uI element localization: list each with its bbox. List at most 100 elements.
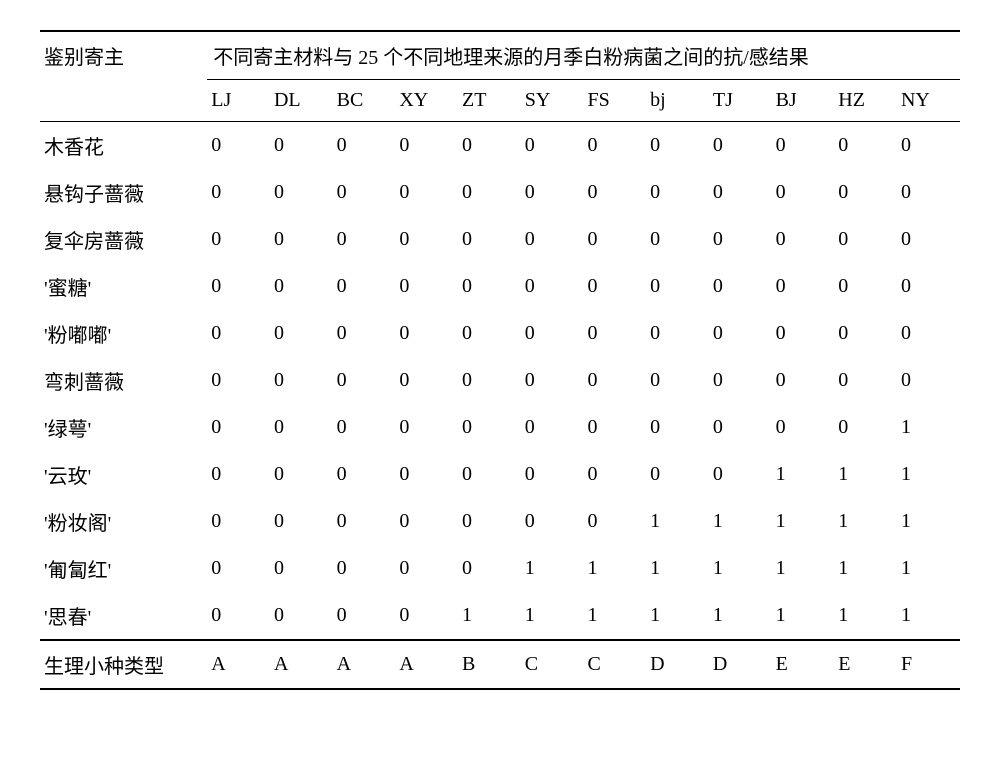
data-cell: 0 [395, 592, 458, 640]
race-cell: C [583, 640, 646, 689]
col-header: LJ [207, 80, 270, 122]
data-cell: 0 [395, 263, 458, 310]
race-cell: D [646, 640, 709, 689]
table-row: '思春'000011111111 [40, 592, 960, 640]
data-cell: 0 [772, 122, 835, 170]
data-cell: 0 [458, 169, 521, 216]
data-cell: 0 [834, 263, 897, 310]
data-cell: 1 [834, 498, 897, 545]
row-label: '绿萼' [40, 404, 207, 451]
data-cell: 0 [646, 451, 709, 498]
col-header: bj [646, 80, 709, 122]
data-cell: 1 [772, 592, 835, 640]
data-cell: 1 [834, 592, 897, 640]
col-header: NY [897, 80, 960, 122]
data-cell: 0 [583, 357, 646, 404]
results-table: 鉴别寄主 不同寄主材料与 25 个不同地理来源的月季白粉病菌之间的抗/感结果 L… [40, 30, 960, 690]
data-cell: 0 [521, 451, 584, 498]
data-cell: 0 [207, 592, 270, 640]
data-cell: 0 [772, 169, 835, 216]
col-header: TJ [709, 80, 772, 122]
data-cell: 0 [270, 122, 333, 170]
data-cell: 0 [772, 216, 835, 263]
table-row: 弯刺蔷薇000000000000 [40, 357, 960, 404]
corner-header: 鉴别寄主 [40, 31, 207, 122]
data-cell: 0 [207, 310, 270, 357]
row-label: 弯刺蔷薇 [40, 357, 207, 404]
data-cell: 0 [458, 404, 521, 451]
data-cell: 0 [709, 357, 772, 404]
data-cell: 1 [834, 451, 897, 498]
data-cell: 0 [772, 263, 835, 310]
data-cell: 0 [270, 545, 333, 592]
data-cell: 1 [772, 545, 835, 592]
data-cell: 0 [458, 122, 521, 170]
data-cell: 1 [709, 592, 772, 640]
data-cell: 0 [333, 310, 396, 357]
data-cell: 0 [333, 592, 396, 640]
data-cell: 1 [458, 592, 521, 640]
row-label: '云玫' [40, 451, 207, 498]
data-cell: 0 [207, 545, 270, 592]
data-cell: 0 [646, 310, 709, 357]
race-cell: E [772, 640, 835, 689]
data-cell: 0 [207, 357, 270, 404]
table-body: 木香花000000000000悬钩子蔷薇000000000000复伞房蔷薇000… [40, 122, 960, 641]
table-row: 木香花000000000000 [40, 122, 960, 170]
data-cell: 0 [521, 498, 584, 545]
data-cell: 0 [897, 310, 960, 357]
data-cell: 0 [834, 310, 897, 357]
race-cell: B [458, 640, 521, 689]
data-cell: 0 [207, 169, 270, 216]
data-cell: 0 [897, 357, 960, 404]
table-row: '蜜糖'000000000000 [40, 263, 960, 310]
data-cell: 1 [834, 545, 897, 592]
data-cell: 0 [395, 357, 458, 404]
data-cell: 1 [646, 592, 709, 640]
data-cell: 1 [772, 498, 835, 545]
race-cell: A [333, 640, 396, 689]
data-cell: 0 [333, 357, 396, 404]
data-cell: 1 [583, 545, 646, 592]
data-cell: 0 [458, 451, 521, 498]
data-cell: 0 [521, 122, 584, 170]
data-cell: 1 [521, 545, 584, 592]
data-cell: 0 [395, 310, 458, 357]
data-cell: 0 [395, 122, 458, 170]
row-label: '蜜糖' [40, 263, 207, 310]
data-cell: 0 [646, 263, 709, 310]
data-cell: 0 [395, 216, 458, 263]
data-cell: 0 [709, 216, 772, 263]
data-cell: 0 [646, 216, 709, 263]
data-cell: 0 [395, 404, 458, 451]
data-cell: 0 [709, 122, 772, 170]
data-cell: 0 [333, 404, 396, 451]
race-cell: A [270, 640, 333, 689]
data-cell: 0 [834, 216, 897, 263]
table-row: 复伞房蔷薇000000000000 [40, 216, 960, 263]
row-label: 悬钩子蔷薇 [40, 169, 207, 216]
race-cell: A [207, 640, 270, 689]
row-label: '粉嘟嘟' [40, 310, 207, 357]
data-cell: 0 [395, 545, 458, 592]
data-cell: 0 [709, 451, 772, 498]
table-row: '云玫'000000000111 [40, 451, 960, 498]
data-cell: 0 [207, 263, 270, 310]
data-cell: 1 [583, 592, 646, 640]
data-cell: 0 [270, 592, 333, 640]
data-cell: 0 [583, 263, 646, 310]
data-cell: 0 [646, 404, 709, 451]
data-cell: 0 [834, 404, 897, 451]
data-cell: 0 [583, 451, 646, 498]
span-header: 不同寄主材料与 25 个不同地理来源的月季白粉病菌之间的抗/感结果 [207, 31, 960, 80]
data-cell: 1 [646, 545, 709, 592]
data-cell: 0 [270, 216, 333, 263]
table-row: 悬钩子蔷薇000000000000 [40, 169, 960, 216]
data-cell: 0 [270, 404, 333, 451]
data-cell: 0 [834, 357, 897, 404]
row-label: 复伞房蔷薇 [40, 216, 207, 263]
data-cell: 0 [583, 216, 646, 263]
data-cell: 0 [270, 169, 333, 216]
data-cell: 0 [333, 545, 396, 592]
data-cell: 0 [772, 310, 835, 357]
